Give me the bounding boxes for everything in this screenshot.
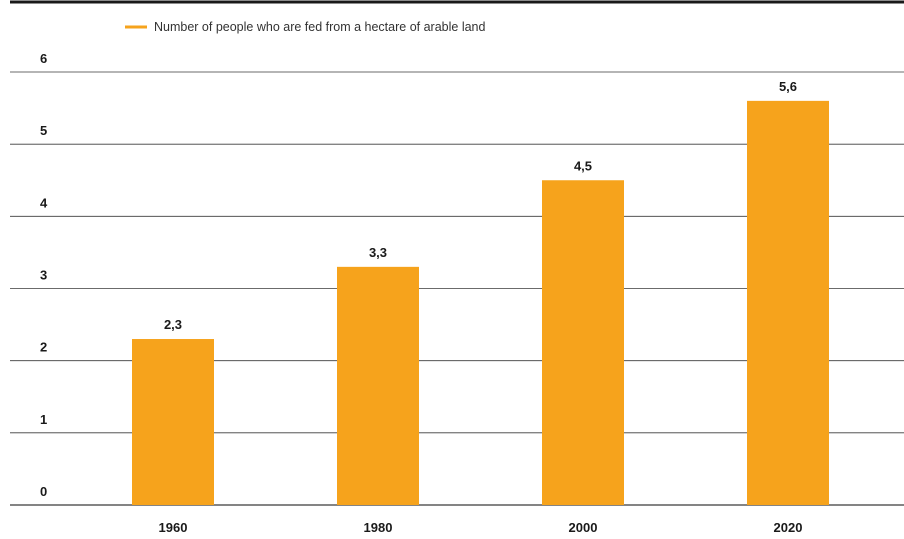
y-tick-label: 3 [40, 268, 47, 283]
data-labels: 2,3 3,3 4,5 5,6 [164, 79, 797, 332]
y-tick-label: 5 [40, 123, 47, 138]
bar-2020 [747, 100, 829, 505]
bar-2000 [542, 180, 624, 505]
data-label-1980: 3,3 [369, 245, 387, 260]
x-tick-label-1980: 1980 [364, 520, 393, 534]
x-tick-label-2020: 2020 [774, 520, 803, 534]
data-label-2020: 5,6 [779, 79, 797, 94]
bars [132, 100, 829, 505]
y-tick-label: 2 [40, 340, 47, 355]
bar-1960 [132, 339, 214, 505]
y-tick-label: 6 [40, 51, 47, 66]
x-tick-label-2000: 2000 [569, 520, 598, 534]
data-label-2000: 4,5 [574, 158, 592, 173]
bar-1980 [337, 266, 419, 505]
x-axis-tick-labels: 1960 1980 2000 2020 [159, 520, 803, 535]
y-tick-label: 4 [40, 195, 48, 210]
y-axis-tick-labels: 0 1 2 3 4 5 6 [40, 51, 48, 499]
data-label-1960: 2,3 [164, 317, 182, 332]
legend-label: Number of people who are fed from a hect… [154, 20, 485, 34]
y-tick-label: 0 [40, 484, 47, 499]
legend: Number of people who are fed from a hect… [125, 20, 485, 34]
y-tick-label: 1 [40, 412, 47, 427]
x-tick-label-1960: 1960 [159, 520, 188, 534]
